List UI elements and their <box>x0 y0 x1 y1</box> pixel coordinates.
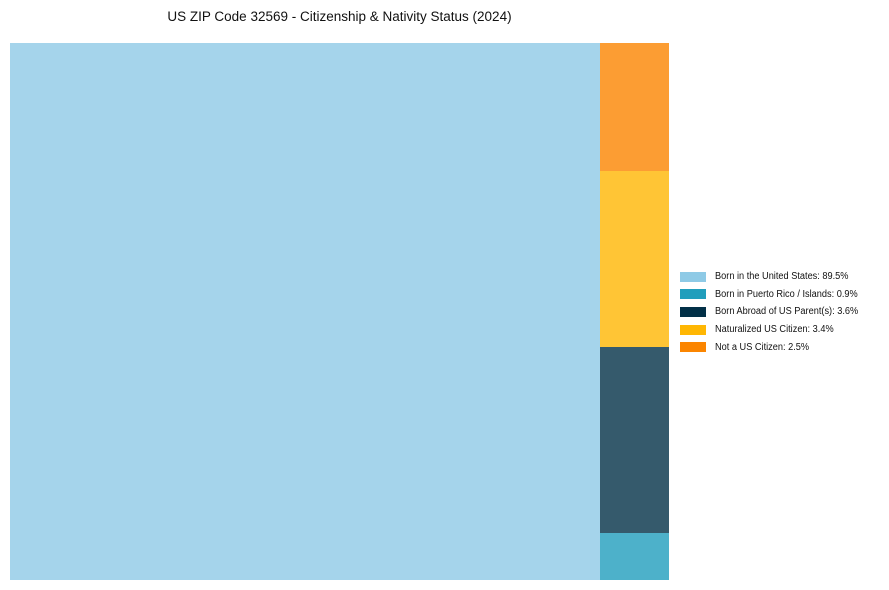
legend-item-naturalized: Naturalized US Citizen: 3.4% <box>680 321 871 339</box>
legend-swatch <box>680 324 706 335</box>
chart-title: US ZIP Code 32569 - Citizenship & Nativi… <box>167 9 512 24</box>
legend-item-puerto-rico: Born in Puerto Rico / Islands: 0.9% <box>680 286 871 304</box>
treemap-tile-born-abroad-of-us-parent-s- <box>600 347 669 533</box>
legend-item-born-abroad: Born Abroad of US Parent(s): 3.6% <box>680 303 871 321</box>
legend-swatch <box>680 289 706 300</box>
legend-label: Born in Puerto Rico / Islands: 0.9% <box>715 288 858 300</box>
legend-label: Born Abroad of US Parent(s): 3.6% <box>715 306 859 318</box>
legend: Born in the United States: 89.5% Born in… <box>680 268 871 356</box>
legend-swatch <box>680 271 706 282</box>
legend-item-not-citizen: Not a US Citizen: 2.5% <box>680 338 871 356</box>
legend-label: Not a US Citizen: 2.5% <box>715 341 810 353</box>
treemap-tile-not-a-us-citizen <box>600 43 669 171</box>
legend-label: Born in the United States: 89.5% <box>715 271 849 283</box>
legend-label: Naturalized US Citizen: 3.4% <box>715 324 834 336</box>
treemap-tile-born-in-puerto-rico-islands <box>600 533 669 580</box>
treemap-tile-born-in-the-united-states <box>10 43 600 580</box>
legend-item-born-us: Born in the United States: 89.5% <box>680 268 871 286</box>
treemap-tile-naturalized-us-citizen <box>600 171 669 347</box>
legend-swatch <box>680 306 706 317</box>
legend-swatch <box>680 342 706 353</box>
